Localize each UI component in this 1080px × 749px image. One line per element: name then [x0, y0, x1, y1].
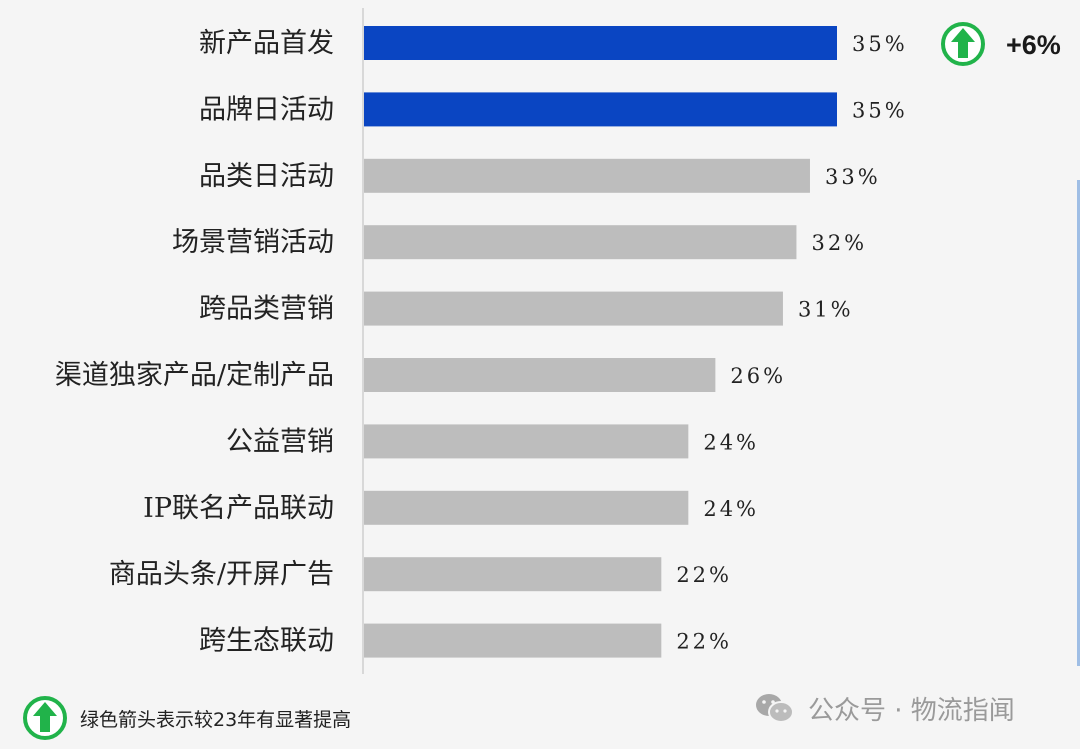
- category-label: 跨生态联动: [199, 626, 334, 657]
- bar-0: [364, 26, 837, 60]
- legend-text: 绿色箭头表示较23年有显著提高: [80, 708, 352, 731]
- bar-8: [364, 557, 662, 592]
- category-label: 场景营销活动: [172, 227, 334, 258]
- category-label: 品牌日活动: [199, 94, 334, 125]
- category-label: 跨品类营销: [199, 294, 334, 325]
- value-label: 35%: [852, 32, 908, 56]
- value-label: 22%: [676, 630, 732, 654]
- bar-3: [364, 225, 797, 260]
- value-label: 24%: [703, 430, 759, 454]
- bar-1: [364, 92, 837, 127]
- edge-decoration: [1077, 180, 1080, 666]
- value-label: 31%: [798, 298, 854, 322]
- watermark-text: 公众号 · 物流指闻: [808, 695, 1015, 726]
- wechat-icon: [756, 694, 794, 723]
- value-label: 26%: [730, 364, 786, 388]
- category-label: 商品头条/开屏广告: [109, 559, 334, 590]
- bar-6: [364, 424, 689, 459]
- value-label: 22%: [676, 563, 732, 587]
- bar-9: [364, 623, 662, 658]
- category-label: 品类日活动: [199, 161, 334, 192]
- up-arrow-shape: [951, 28, 975, 58]
- value-label: 24%: [703, 497, 759, 521]
- category-label: 新产品首发: [199, 28, 334, 59]
- callout-text: +6%: [1006, 30, 1061, 60]
- bar-7: [364, 490, 689, 525]
- category-label: IP联名产品联动: [143, 493, 334, 524]
- bar-5: [364, 358, 716, 392]
- value-label: 33%: [825, 165, 881, 189]
- bar-2: [364, 158, 810, 193]
- value-label: 35%: [852, 98, 908, 122]
- bar-chart: 新产品首发 35% 品牌日活动 35% 品类日活动 33% 场景营销活动 32% 跨品类营销 31…: [55, 8, 1061, 674]
- category-label: 渠道独家产品/定制产品: [55, 360, 334, 391]
- legend: 绿色箭头表示较23年有显著提高: [22, 694, 351, 742]
- category-label: 公益营销: [226, 426, 334, 457]
- growth-callout: +6%: [941, 22, 1061, 66]
- green-up-arrow-icon: [23, 696, 67, 740]
- value-label: 32%: [811, 231, 867, 255]
- bar-4: [364, 291, 783, 326]
- watermark: 公众号 · 物流指闻: [754, 688, 1015, 728]
